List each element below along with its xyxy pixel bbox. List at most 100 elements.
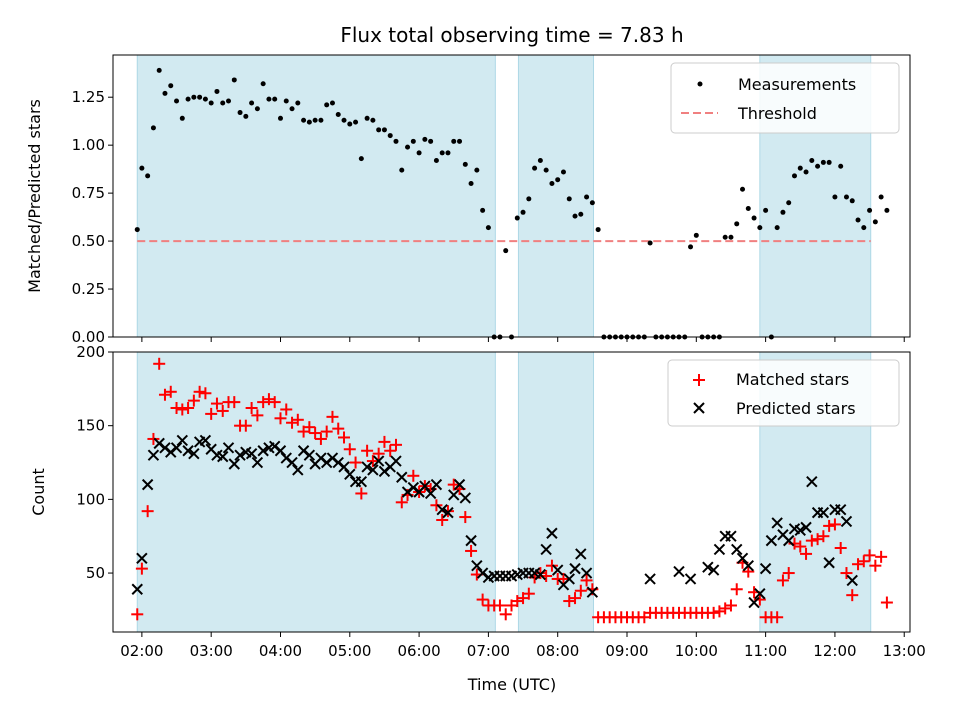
matched-stars-point [828, 518, 841, 531]
matched-stars-point [782, 567, 795, 580]
measurement-point [560, 169, 566, 175]
predicted-stars-point [771, 517, 783, 529]
measurement-point [503, 248, 509, 254]
y-tick-label: 200 [76, 343, 105, 361]
matched-stars-point [187, 394, 200, 407]
predicted-stars-point [471, 559, 483, 572]
measurement-point [370, 117, 376, 123]
measurement-point [405, 144, 411, 150]
measurement-point [543, 167, 549, 173]
measurement-point [595, 227, 601, 233]
matched-stars-point [800, 547, 813, 560]
measurement-point [485, 225, 491, 231]
matched-stars-point [823, 519, 836, 532]
measurement-point [168, 83, 174, 89]
predicted-stars-point [563, 573, 575, 585]
predicted-stars-point [713, 543, 726, 556]
measurement-point [197, 94, 203, 100]
predicted-stars-point [344, 468, 356, 481]
measurement-point [376, 127, 382, 133]
top-y-ticks: 0.00 0.25 0.50 0.75 1.00 1.25 [72, 88, 113, 346]
observing-windows-bottom [136, 351, 872, 633]
measurement-point [537, 158, 543, 164]
matched-stars-point [216, 404, 229, 417]
matched-stars-point [430, 499, 443, 512]
matched-stars-point [724, 599, 737, 612]
measurement-point [797, 165, 803, 171]
bottom-x-ticks: 02:00 03:00 04:00 05:00 06:00 07:00 08:00 09:00… [120, 632, 926, 660]
matched-stars-point [257, 396, 270, 409]
x-tick-label: 13:00 [883, 642, 926, 660]
measurement-point [468, 181, 474, 187]
measurement-point [693, 232, 699, 238]
predicted-stars-point [551, 564, 564, 576]
measurement-point [520, 209, 526, 215]
measurement-point [324, 102, 330, 108]
measurement-point [474, 167, 480, 173]
legend-label-predicted: Predicted stars [736, 399, 856, 418]
predicted-stars-point [673, 565, 685, 578]
top-x-ticks [141, 337, 905, 342]
predicted-stars-point [131, 583, 143, 595]
measurement-point [740, 186, 746, 192]
predicted-stars-point [147, 449, 160, 461]
legend-marker-predicted [693, 402, 705, 414]
predicted-stars-point [569, 562, 581, 575]
measurement-point [878, 194, 884, 200]
y-tick-label: 0.00 [72, 328, 105, 346]
matched-stars-point [280, 403, 293, 416]
predicted-stars-point [586, 586, 599, 598]
matched-stars-point [245, 402, 258, 414]
measurement-point [786, 200, 792, 206]
predicted-stars-point [644, 573, 656, 585]
matched-stars-point [147, 432, 160, 445]
measurement-point [341, 117, 347, 123]
matched-stars-point [436, 514, 449, 526]
measurement-point [191, 94, 197, 100]
measurement-point [462, 161, 468, 167]
measurement-point [312, 117, 318, 123]
measurement-point [381, 127, 387, 133]
measurement-point [751, 215, 757, 221]
measurement-point [179, 115, 185, 121]
x-tick-label: 07:00 [467, 642, 510, 660]
measurement-point [514, 215, 520, 221]
predicted-stars-point [846, 574, 858, 587]
x-tick-label: 08:00 [536, 642, 579, 660]
predicted-stars-point [419, 480, 431, 492]
measurement-point [815, 163, 821, 169]
matched-stars-point [805, 534, 818, 547]
measurement-point [226, 98, 232, 104]
measurement-point [231, 77, 237, 83]
predicted-stars-point [141, 478, 154, 491]
predicted-stars-point [765, 534, 778, 547]
predicted-stars-point [390, 455, 402, 467]
count-points [131, 357, 893, 624]
matched-stars-point [776, 574, 789, 587]
measurement-point [387, 133, 393, 139]
matched-stars-point [193, 385, 206, 398]
measurement-point [185, 96, 191, 102]
measurement-point [867, 207, 873, 213]
matched-stars-point [534, 567, 547, 580]
legend-marker-matched [693, 374, 705, 386]
matched-stars-point [574, 584, 587, 597]
measurement-point [774, 225, 780, 231]
measurement-point [220, 100, 226, 106]
predicted-stars-point [742, 559, 754, 572]
legend-label-threshold: Threshold [737, 104, 817, 123]
measurement-point [457, 138, 463, 144]
measurement-point [295, 100, 301, 106]
count-panel: 50 100 150 200 02:00 03:00 04:00 05:00 06:00 07:… [29, 343, 926, 694]
measurement-point [884, 207, 890, 213]
measurement-point [289, 106, 295, 112]
measurement-point [843, 194, 849, 200]
measurement-point [145, 173, 151, 179]
measurement-point [728, 234, 734, 240]
measurement-point [139, 165, 145, 171]
measurement-point [861, 225, 867, 231]
predicted-stars-point [396, 471, 408, 483]
matched-stars-point [834, 542, 847, 554]
predicted-stars-point [199, 434, 212, 447]
